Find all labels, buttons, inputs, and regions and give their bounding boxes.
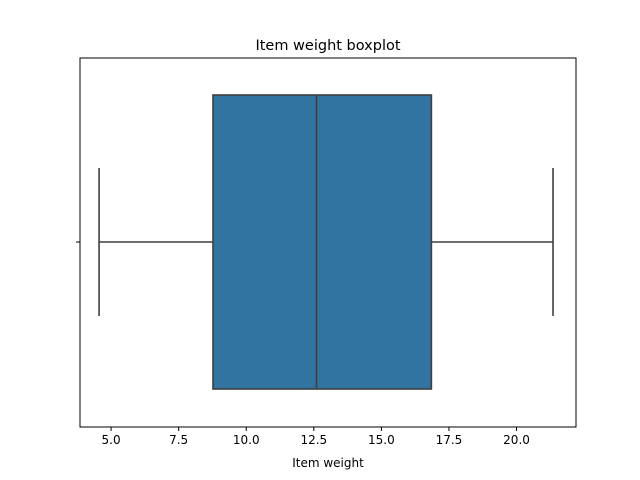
x-tick-label: 20.0 [503,433,530,447]
chart-title: Item weight boxplot [255,38,400,54]
x-tick-label: 17.5 [436,433,463,447]
x-axis-ticks: 5.0 7.5 10.0 12.5 15.0 17.5 20.0 [102,427,530,447]
x-tick-label: 15.0 [368,433,395,447]
x-tick-label: 7.5 [169,433,188,447]
x-tick-label: 10.0 [233,433,260,447]
x-axis-label: Item weight [292,456,364,470]
interquartile-box [212,94,433,390]
box-group [98,94,554,390]
x-tick-label: 5.0 [102,433,121,447]
x-tick-label: 12.5 [300,433,327,447]
